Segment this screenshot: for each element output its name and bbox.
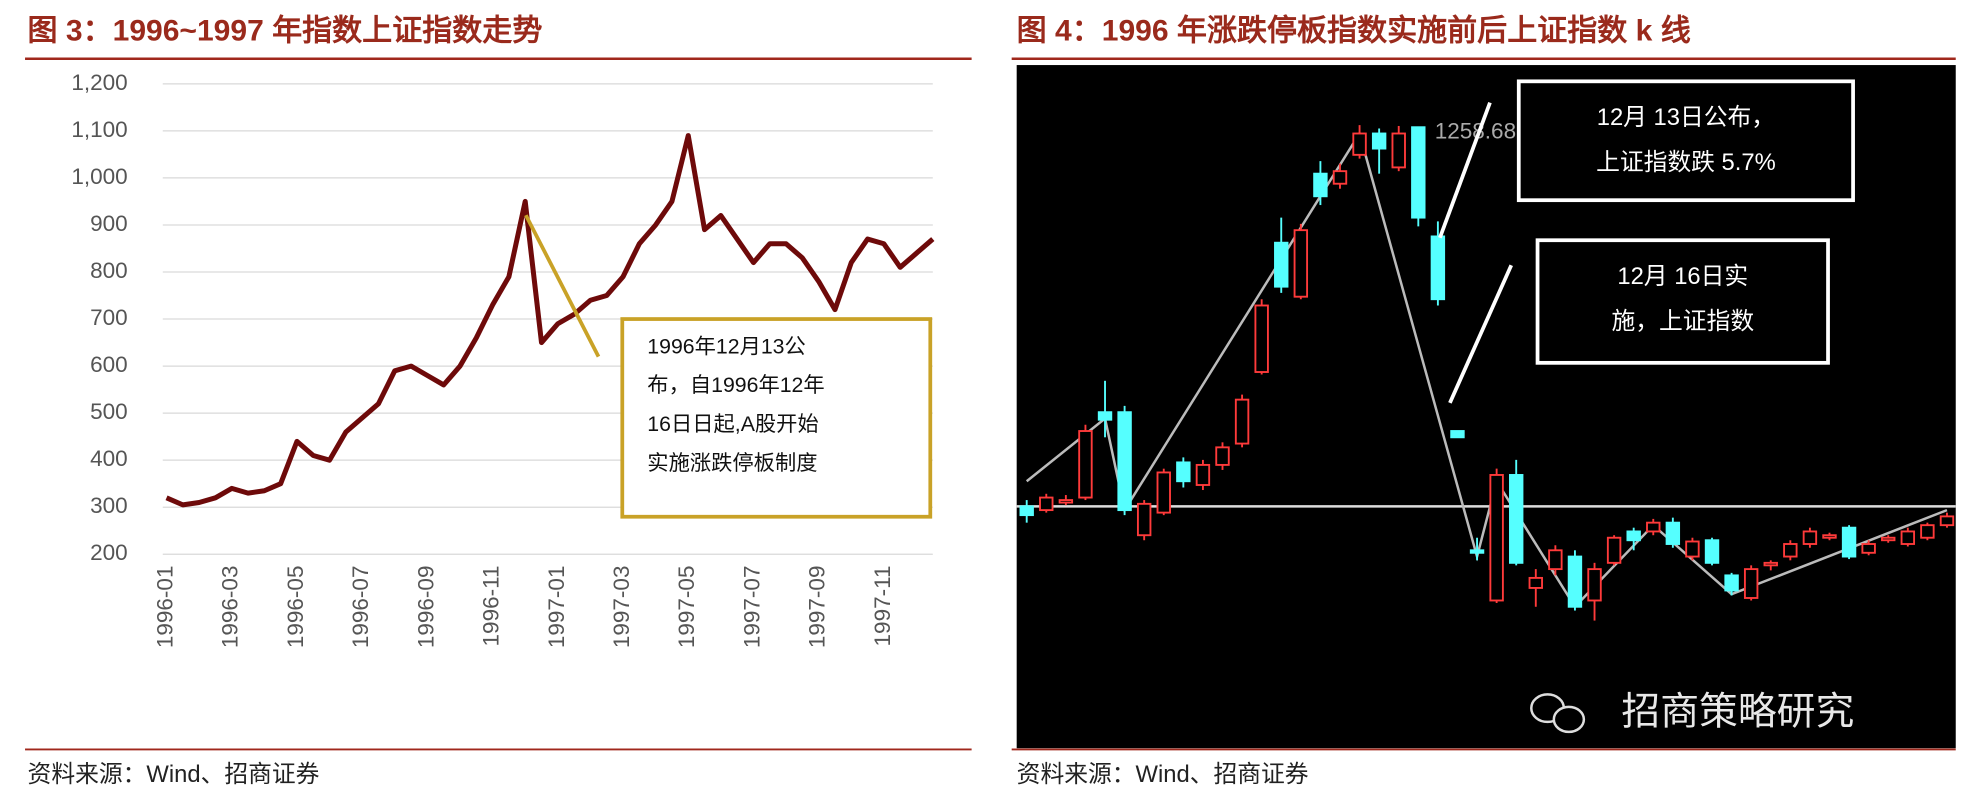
- candle-body: [1450, 430, 1465, 439]
- candle-body: [1743, 568, 1759, 599]
- y-tick-label: 200: [90, 540, 128, 565]
- x-tick-label: 1996-03: [218, 566, 243, 649]
- y-tick-label: 300: [90, 493, 128, 518]
- callout-text: 12月 13日公布，: [1597, 104, 1775, 131]
- y-tick-label: 400: [90, 446, 128, 471]
- candle-body: [1274, 241, 1289, 288]
- candle-body: [1939, 515, 1955, 527]
- candle-body: [1646, 521, 1661, 533]
- candle-body: [1195, 463, 1211, 486]
- candle-body: [1489, 474, 1504, 602]
- candle-body: [1469, 549, 1485, 554]
- candle-body: [1254, 304, 1269, 373]
- wechat-icon: [1552, 705, 1586, 734]
- candle-body: [1626, 530, 1641, 542]
- annotation-text: 1996年12月13公: [647, 334, 805, 358]
- chart-title: 图 3：1996~1997 年指数上证指数走势: [28, 14, 543, 47]
- candle-body: [1156, 471, 1171, 514]
- candle-body: [1039, 496, 1054, 512]
- candle-body: [1665, 521, 1681, 545]
- x-tick-label: 1996-05: [283, 566, 308, 649]
- annotation-box: [620, 317, 933, 519]
- y-tick-label: 1,200: [71, 70, 127, 95]
- callout-text: 12月 16日实: [1617, 263, 1748, 290]
- watermark: 招商策略研究: [1621, 691, 1854, 734]
- candle-body: [1019, 505, 1034, 517]
- x-tick-label: 1997-03: [609, 566, 634, 649]
- candle-body: [1783, 543, 1798, 558]
- candle-body: [1058, 499, 1074, 504]
- candle-body: [1215, 446, 1230, 466]
- y-tick-label: 800: [90, 258, 128, 283]
- candle-body: [1881, 536, 1896, 542]
- callout-pointer: [1438, 101, 1492, 239]
- candle-body: [1352, 132, 1367, 156]
- y-tick-label: 700: [90, 305, 128, 330]
- candle-body: [1509, 474, 1524, 564]
- chart-title: 图 4：1996 年涨跌停板指数实施前后上证指数 k 线: [1017, 13, 1691, 47]
- annotation-text: 16日日起,A股开始: [647, 412, 818, 436]
- candle-body: [1391, 132, 1406, 169]
- candle-body: [1861, 543, 1876, 554]
- candle-body: [1685, 540, 1700, 558]
- x-tick-label: 1997-09: [805, 566, 830, 649]
- x-tick-label: 1996-07: [348, 566, 373, 649]
- x-tick-label: 1996-11: [479, 566, 504, 647]
- x-tick-label: 1997-11: [870, 566, 895, 647]
- candle-body: [1313, 172, 1328, 198]
- candle-body: [1606, 536, 1622, 564]
- candle-body: [1234, 398, 1250, 445]
- candle-body: [1841, 526, 1857, 558]
- callout-box: [1535, 238, 1830, 365]
- candle-body: [1176, 461, 1191, 483]
- candle-body: [1430, 235, 1446, 301]
- candle-body: [1293, 229, 1309, 298]
- candle-body: [1822, 534, 1837, 539]
- index-line: [165, 133, 935, 508]
- x-tick-label: 1997-05: [674, 566, 699, 649]
- x-tick-label: 1996-09: [413, 566, 438, 649]
- candle-body: [1548, 549, 1563, 571]
- candle-body: [1117, 411, 1132, 512]
- source: 资料来源：Wind、招商证券: [1017, 761, 1309, 788]
- y-tick-label: 500: [90, 399, 128, 424]
- callout-box: [1516, 79, 1855, 203]
- candle-body: [1763, 561, 1778, 567]
- candle-body: [1587, 568, 1602, 602]
- candle-body: [1136, 502, 1152, 537]
- x-tick-label: 1997-01: [544, 566, 569, 649]
- candle-body: [1097, 411, 1113, 421]
- candle-body: [1078, 430, 1093, 499]
- annotation-pointer: [524, 214, 601, 358]
- callout-pointer: [1448, 264, 1513, 404]
- callout-text: 上证指数跌 5.7%: [1596, 149, 1776, 176]
- candle-body: [1802, 530, 1818, 545]
- annotation-text: 实施涨跌停板制度: [647, 451, 817, 475]
- candle-body: [1724, 574, 1739, 592]
- candle-body: [1332, 170, 1348, 185]
- y-tick-label: 900: [90, 211, 128, 236]
- annotation-text: 布，自1996年12年: [647, 373, 824, 397]
- x-tick-label: 1996-01: [152, 566, 177, 649]
- source: 资料来源：Wind、招商证券: [28, 761, 320, 788]
- candle-body: [1920, 524, 1935, 539]
- callout-text: 施，上证指数: [1611, 308, 1754, 335]
- candle-body: [1411, 126, 1426, 219]
- candle-body: [1900, 530, 1916, 545]
- y-tick-label: 600: [90, 352, 128, 377]
- candle-body: [1371, 132, 1387, 150]
- candle-body: [1704, 539, 1720, 564]
- y-tick-label: 1,000: [71, 164, 127, 189]
- candle-body: [1528, 576, 1543, 589]
- x-tick-label: 1997-07: [739, 566, 764, 649]
- candle-body: [1567, 555, 1583, 608]
- y-tick-label: 1,100: [71, 117, 127, 142]
